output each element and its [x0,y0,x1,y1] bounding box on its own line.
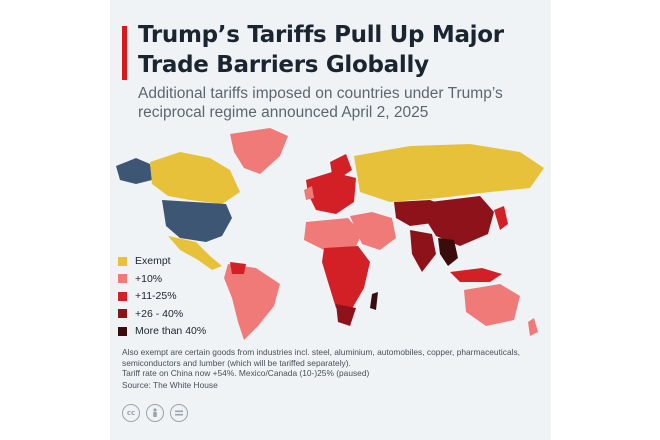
map-region-new-zealand [528,318,538,336]
license-icons: cc [122,404,188,422]
map-region-australia [464,284,520,326]
map-region-southern-africa [336,304,356,326]
map-region-central-africa [322,246,370,312]
legend-swatch [118,309,127,318]
map-region-indonesia [450,268,502,282]
map-region-uk [304,186,314,200]
legend-item-10: +10% [118,272,206,286]
legend-swatch [118,274,127,283]
footnotes: Also exempt are certain goods from indus… [122,347,542,379]
nd-icon [170,404,188,422]
cc-icon: cc [122,404,140,422]
legend-item-26-40: +26 - 40% [118,307,206,321]
page-subtitle: Additional tariffs imposed on countries … [138,85,503,121]
legend-label: +10% [135,272,163,285]
map-region-greenland [230,128,288,174]
map-region-mexico [168,236,222,270]
footnote-china-rate: Tariff rate on China now +54%. Mexico/Ca… [122,368,370,378]
world-tariff-map [116,128,544,340]
map-legend: Exempt +10% +11-25% +26 - 40% More than … [118,254,206,342]
legend-swatch [118,256,127,266]
map-region-usa [162,200,232,242]
legend-swatch [118,291,127,301]
map-region-canada [150,152,240,204]
legend-label: Exempt [135,255,171,267]
map-region-russia [354,144,544,202]
map-region-middle-east [350,212,396,250]
page-title: Trump’s Tariffs Pull Up Major Trade Barr… [138,22,504,78]
map-region-venezuela [230,262,246,274]
title-accent-bar [122,26,127,80]
legend-label: +26 - 40% [135,307,184,320]
legend-item-11-25: +11-25% [118,289,206,303]
map-region-europe [306,172,356,214]
legend-label: More than 40% [135,325,207,337]
legend-swatch [118,326,127,336]
infographic-card: Trump’s Tariffs Pull Up Major Trade Barr… [110,0,551,440]
map-region-scandinavia [330,154,352,178]
map-region-south-america [224,264,280,340]
legend-item-over-40: More than 40% [118,324,206,338]
map-region-southeast-asia [438,238,458,266]
map-region-north-africa [304,218,362,250]
footnote-exempt-goods: Also exempt are certain goods from indus… [122,347,523,368]
map-region-china [426,196,494,246]
map-region-korea-japan [494,206,508,230]
source-line: Source: The White House [122,380,218,390]
map-region-alaska [116,158,152,184]
map-region-madagascar [370,292,378,310]
by-icon [146,404,164,422]
legend-item-exempt: Exempt [118,254,206,268]
map-region-india [410,230,436,272]
legend-label: +11-25% [135,290,177,302]
